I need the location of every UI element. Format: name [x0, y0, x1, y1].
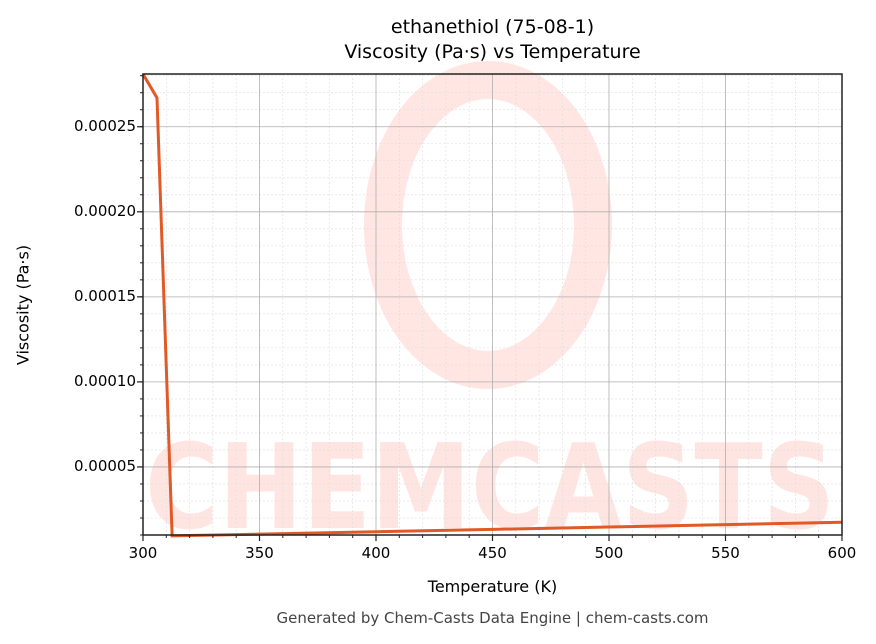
x-tick-label: 550 [711, 544, 740, 562]
x-tick-label: 450 [478, 544, 507, 562]
y-tick-label: 0.00015 [73, 286, 136, 305]
x-tick-label: 600 [827, 544, 857, 562]
viscosity-line [141, 73, 843, 538]
chart-title: ethanethiol (75-08-1) [390, 16, 595, 38]
y-tick-label: 0.00005 [73, 456, 136, 475]
chart-subtitle: Viscosity (Pa·s) vs Temperature [344, 41, 641, 63]
x-axis-label: Temperature (K) [427, 577, 558, 596]
y-tick-label: 0.00020 [73, 201, 136, 220]
x-tick-label: 400 [361, 544, 391, 562]
y-tick-label: 0.00010 [73, 371, 136, 390]
x-tick-label: 300 [128, 544, 158, 562]
footer-credit: Generated by Chem-Casts Data Engine | ch… [276, 609, 709, 627]
y-axis-label: Viscosity (Pa·s) [13, 244, 33, 366]
x-tick-label: 350 [245, 544, 274, 562]
watermark: CHEMCASTS [145, 61, 835, 556]
x-tick-label: 500 [594, 544, 624, 562]
y-tick-label: 0.00025 [73, 116, 136, 135]
